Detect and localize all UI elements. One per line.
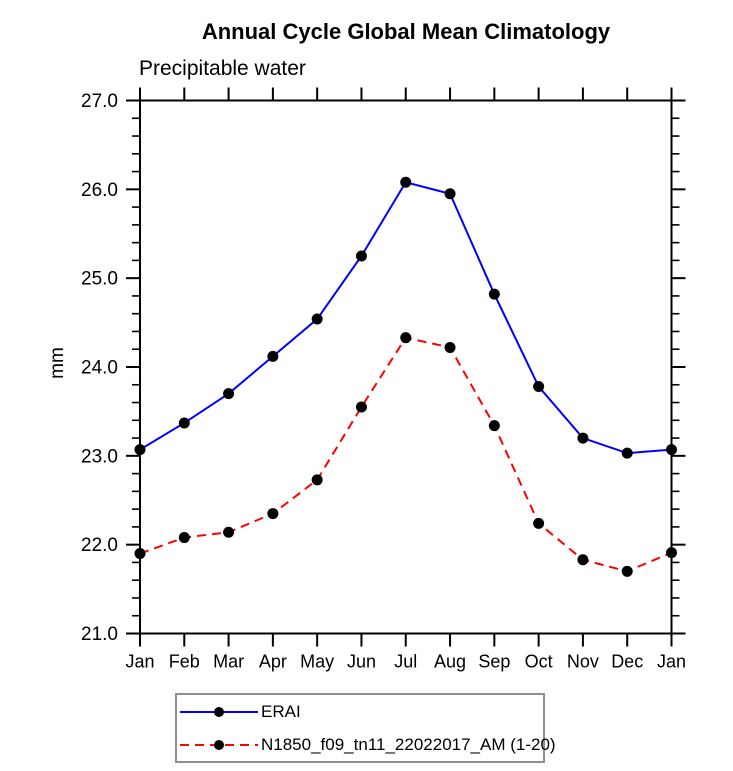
data-point-marker-n1850 <box>178 532 190 544</box>
x-tick-label: Oct <box>525 652 553 672</box>
y-tick-label: 25.0 <box>81 269 118 290</box>
data-point-marker-n1850 <box>444 341 456 353</box>
data-point-marker-n1850 <box>666 547 677 559</box>
data-point-marker-erai <box>577 432 589 444</box>
data-point-marker-erai <box>666 444 677 456</box>
erai-marker-icon <box>214 706 224 717</box>
legend-label-erai: ERAI <box>261 701 301 721</box>
legend-label-n1850: N1850_f09_tn11_22022017_AM (1-20) <box>261 734 556 754</box>
data-point-marker-erai <box>311 313 323 325</box>
series-line-n1850 <box>139 336 672 573</box>
data-point-marker-erai <box>178 417 190 429</box>
data-point-marker-erai <box>355 250 367 262</box>
legend-item-n1850: N1850_f09_tn11_22022017_AM (1-20) <box>177 728 556 761</box>
series-line-erai <box>139 181 672 455</box>
x-tick-label: Dec <box>611 652 643 672</box>
data-point-marker-n1850 <box>577 554 589 566</box>
y-tick-label: 23.0 <box>81 446 118 467</box>
data-point-marker-n1850 <box>134 548 146 560</box>
x-tick-label: Sep <box>478 652 510 672</box>
data-point-marker-erai <box>400 176 412 188</box>
x-tick-label: Jun <box>347 652 376 672</box>
data-point-marker-n1850 <box>223 526 235 538</box>
n1850-marker-icon <box>214 739 224 750</box>
data-point-marker-n1850 <box>488 420 500 432</box>
y-tick-label: 24.0 <box>81 358 118 379</box>
data-point-marker-n1850 <box>533 517 545 529</box>
n1850-line-sample <box>180 739 258 750</box>
chart-subtitle: Precipitable water <box>139 57 306 80</box>
data-point-marker-n1850 <box>355 401 367 413</box>
data-point-marker-erai <box>444 188 456 200</box>
data-point-marker-erai <box>488 288 500 300</box>
x-tick-label: Jan <box>125 652 154 672</box>
y-tick-label: 26.0 <box>81 180 118 201</box>
data-point-marker-n1850 <box>621 565 633 577</box>
x-tick-label: Aug <box>434 652 466 672</box>
y-tick-label: 22.0 <box>81 535 118 556</box>
legend: ERAI N1850_f09_tn11_22022017_AM (1-20) <box>175 693 556 763</box>
x-tick-label: Apr <box>259 652 287 672</box>
x-tick-label: Jul <box>394 652 417 672</box>
x-tick-label: Jan <box>657 652 686 672</box>
y-tick-label: 27.0 <box>81 91 118 112</box>
chart-title: Annual Cycle Global Mean Climatology <box>201 19 611 44</box>
data-point-marker-erai <box>134 444 146 456</box>
data-point-marker-erai <box>621 447 633 459</box>
data-point-marker-n1850 <box>267 508 279 520</box>
data-point-marker-n1850 <box>400 332 412 344</box>
data-point-marker-erai <box>267 350 279 362</box>
data-point-marker-erai <box>223 388 235 400</box>
x-tick-label: Nov <box>567 652 599 672</box>
x-tick-label: May <box>300 652 334 672</box>
legend-item-erai: ERAI <box>177 695 543 728</box>
x-tick-label: Mar <box>213 652 244 672</box>
erai-line-sample <box>180 706 258 717</box>
data-point-marker-n1850 <box>311 474 323 486</box>
x-tick-label: Feb <box>169 652 200 672</box>
data-point-marker-erai <box>533 381 545 393</box>
y-tick-label: 21.0 <box>81 624 118 645</box>
y-axis-label: mm <box>47 347 68 379</box>
